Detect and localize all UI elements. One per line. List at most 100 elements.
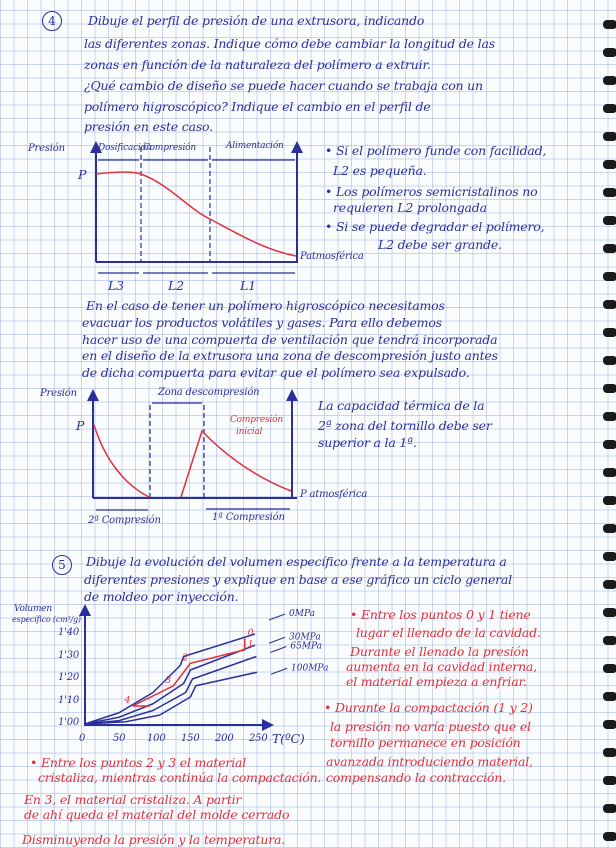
- spiral-hole: [603, 552, 616, 561]
- x-tick-label: 250: [249, 733, 268, 744]
- question-text-line: de moldeo por inyección.: [84, 589, 239, 604]
- spiral-hole: [603, 160, 616, 169]
- spiral-hole: [603, 48, 616, 57]
- cycle-point-label: 0: [248, 629, 254, 639]
- spiral-hole: [603, 636, 616, 645]
- length-label: L3: [108, 278, 124, 293]
- y-axis-label: Presión: [28, 143, 65, 154]
- note-line: La capacidad térmica de la: [318, 398, 485, 413]
- question-number: 5: [52, 555, 72, 575]
- x-tick-label: 50: [113, 733, 126, 744]
- cycle-point-label: 4: [124, 696, 131, 706]
- spiral-hole: [603, 776, 616, 785]
- spiral-hole: [603, 664, 616, 673]
- y-tick-label: 1'10: [58, 694, 80, 706]
- paragraph-line: En el caso de tener un polímero higroscó…: [86, 298, 445, 313]
- note-line: • Si se puede degradar el polímero,: [325, 219, 545, 234]
- series-label: 100MPa: [291, 663, 328, 673]
- series-label: 65MPa: [290, 642, 322, 652]
- length-label: L2: [168, 278, 184, 293]
- question-text-line: polímero higroscópico? Indique el cambio…: [84, 99, 431, 114]
- question-text-line: presión en este caso.: [84, 119, 213, 134]
- x-tick-label: 200: [215, 733, 234, 744]
- note-line: de ahí queda el material del molde cerra…: [24, 807, 290, 822]
- chart-y-label: Volumen: [14, 604, 53, 614]
- series-pointer: [268, 613, 286, 621]
- note-line: requieren L2 prolongada: [333, 200, 487, 215]
- red-label: inicial: [236, 427, 263, 437]
- spiral-hole: [603, 328, 616, 337]
- y-tick-label: 1'40: [58, 627, 80, 638]
- y-tick-label: 1'30: [58, 649, 80, 661]
- spiral-hole: [603, 20, 616, 29]
- spiral-hole: [603, 608, 616, 617]
- y-tick-label: 1'00: [58, 717, 80, 728]
- spiral-hole: [603, 720, 616, 729]
- pressure-curve: [95, 171, 297, 257]
- series-label: 30MPa: [289, 632, 321, 642]
- p-label: P: [76, 418, 85, 433]
- spiral-hole: [603, 496, 616, 505]
- note-line: • Entre los puntos 2 y 3 el material: [30, 755, 247, 770]
- question-number: 4: [42, 11, 62, 31]
- spiral-hole: [603, 132, 616, 141]
- cycle-point-label: 3: [165, 676, 171, 686]
- spiral-hole: [603, 832, 616, 841]
- question-text-line: las diferentes zonas. Indique cómo debe …: [84, 36, 495, 51]
- x-tick-label: 100: [147, 733, 166, 744]
- y-tick-label: 1'20: [58, 672, 80, 683]
- series-label: 0MPa: [289, 609, 315, 619]
- end-label: Patmosférica: [300, 251, 364, 262]
- question-text-line: Dibuje el perfil de presión de una extru…: [88, 13, 425, 28]
- length-label: L1: [240, 278, 256, 293]
- spiral-hole: [603, 524, 616, 533]
- spiral-hole: [603, 244, 616, 253]
- note-line: Disminuyendo la presión y la temperatura…: [22, 832, 285, 847]
- zone-label: Dosificación: [98, 143, 152, 153]
- note-line: lugar el llenado de la cavidad.: [356, 625, 541, 640]
- spiral-hole: [603, 76, 616, 85]
- spiral-hole: [603, 104, 616, 113]
- note-line: L2 es pequeña.: [333, 163, 427, 178]
- question-text-line: Dibuje la evolución del volumen específi…: [86, 554, 507, 569]
- series-pointer: [270, 645, 287, 654]
- cycle-point-label: 1: [248, 640, 254, 650]
- series-pointer: [270, 667, 288, 675]
- cycle-path: [132, 638, 246, 707]
- note-line: superior a la 1ª.: [318, 435, 417, 450]
- spiral-hole: [603, 440, 616, 449]
- paragraph-line: en el diseño de la extrusora una zona de…: [82, 348, 498, 363]
- paragraph-line: evacuar los productos volátiles y gases.…: [82, 315, 442, 330]
- question-text-line: ¿Qué cambio de diseño se puede hacer cua…: [84, 78, 483, 93]
- spiral-hole: [603, 384, 616, 393]
- note-line: • Durante la compactación (1 y 2): [324, 700, 533, 715]
- p-label: P: [78, 167, 87, 182]
- series-pointer: [268, 636, 286, 644]
- end-label: P atmosférica: [300, 489, 368, 500]
- spiral-hole: [603, 356, 616, 365]
- note-line: tornillo permanece en posición: [330, 735, 521, 750]
- pressure-curve: [180, 429, 292, 498]
- paragraph-line: de dicha compuerta para evitar que el po…: [82, 365, 470, 380]
- series-line: [84, 655, 257, 725]
- x-tick-label: 0: [79, 733, 86, 744]
- note-line: compensando la contracción.: [326, 770, 506, 785]
- section-label: 2ª Compresión: [88, 515, 161, 526]
- question-text-line: diferentes presiones y explique en base …: [84, 572, 512, 587]
- chart-y-label: específico (cm³/g): [12, 615, 81, 624]
- cycle-point-label: 2: [181, 653, 188, 663]
- spiral-hole: [603, 272, 616, 281]
- note-line: • Los polímeros semicristalinos no: [325, 184, 538, 199]
- note-line: Durante el llenado la presión: [350, 644, 529, 659]
- note-line: • Entre los puntos 0 y 1 tiene: [350, 607, 531, 622]
- note-line: • Si el polímero funde con facilidad,: [325, 143, 547, 158]
- spiral-hole: [603, 692, 616, 701]
- x-tick-label: 150: [181, 733, 200, 744]
- spiral-hole: [603, 804, 616, 813]
- spiral-hole: [603, 748, 616, 757]
- spiral-hole: [603, 580, 616, 589]
- note-line: L2 debe ser grande.: [378, 237, 502, 252]
- red-label: Compresión: [230, 415, 283, 425]
- series-line: [84, 671, 258, 725]
